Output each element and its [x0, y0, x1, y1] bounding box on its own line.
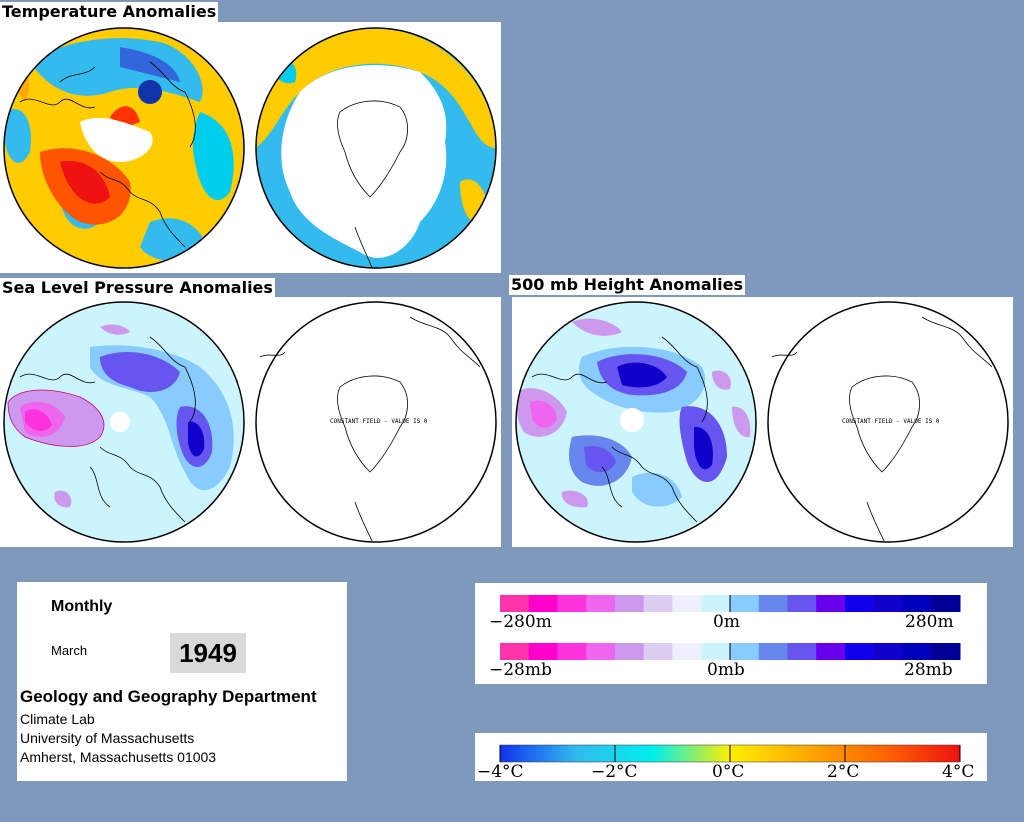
temp-legend-label-5: 4°C [942, 762, 975, 782]
height-color-swatch [845, 595, 875, 612]
temp-legend-label-2: −2°C [591, 762, 638, 782]
height-anomalies-title: 500 mb Height Anomalies [509, 275, 746, 295]
height-color-swatch [931, 595, 961, 612]
university-label: University of Massachusetts [20, 730, 195, 746]
period-label: Monthly [51, 598, 113, 615]
height-south-map [767, 301, 1009, 543]
pressure-color-swatch [586, 643, 616, 660]
pressure-color-swatch [500, 643, 530, 660]
height-color-swatch [787, 595, 817, 612]
pressure-color-swatch [730, 643, 760, 660]
pressure-color-swatch [787, 643, 817, 660]
pressure-color-swatch [557, 643, 587, 660]
height-maps-panel: CONSTANT FIELD - VALUE IS 0 [512, 297, 1013, 547]
temperature-legend-bar [499, 744, 961, 763]
info-box: Monthly March 1949 Geology and Geography… [17, 582, 347, 781]
pressure-color-swatch [902, 643, 932, 660]
pressure-color-swatch [701, 643, 731, 660]
slp-south-map [255, 301, 497, 543]
height-legend-mid: 0m [713, 612, 740, 632]
pressure-color-swatch [615, 643, 645, 660]
pressure-color-swatch [672, 643, 702, 660]
pressure-legend-min: −28mb [489, 660, 552, 680]
pressure-legend-max: 28mb [904, 660, 953, 680]
temperature-maps [3, 27, 497, 269]
height-legend-min: −280m [489, 612, 552, 632]
height-color-swatch [873, 595, 903, 612]
pressure-legend-mid: 0mb [707, 660, 745, 680]
height-color-swatch [672, 595, 702, 612]
month-label: March [51, 643, 88, 658]
height-color-swatch [902, 595, 932, 612]
height-color-swatch [586, 595, 616, 612]
height-pressure-legend-bars [500, 595, 961, 660]
height-color-swatch [758, 595, 788, 612]
slp-anomalies-title: Sea Level Pressure Anomalies [0, 278, 275, 298]
department-label: Geology and Geography Department [20, 687, 317, 706]
height-pressure-legend: −280m 0m 280m −28mb 0mb 28mb [475, 583, 987, 684]
temp-legend-label-3: 0°C [712, 762, 745, 782]
temperature-south-map [256, 28, 496, 268]
height-constant-field-note: CONSTANT FIELD - VALUE IS 0 [842, 418, 940, 425]
slp-maps [3, 301, 497, 543]
height-maps [515, 301, 1009, 543]
height-color-swatch [615, 595, 645, 612]
pressure-color-swatch [643, 643, 673, 660]
height-color-swatch [730, 595, 760, 612]
height-color-swatch [816, 595, 846, 612]
temperature-anomalies-title: Temperature Anomalies [0, 2, 219, 22]
pressure-color-swatch [931, 643, 961, 660]
climate-lab-label: Climate Lab [20, 711, 95, 727]
temperature-maps-panel [0, 22, 501, 273]
slp-north-map [4, 302, 244, 542]
height-north-map [516, 302, 756, 542]
height-color-swatch [557, 595, 587, 612]
slp-maps-panel: CONSTANT FIELD - VALUE IS 0 [0, 297, 501, 547]
temp-legend-label-1: −4°C [477, 762, 524, 782]
temperature-north-map [4, 28, 244, 268]
height-color-swatch [500, 595, 530, 612]
temperature-legend: −4°C −2°C 0°C 2°C 4°C [475, 733, 987, 782]
height-color-swatch [701, 595, 731, 612]
height-legend-max: 280m [905, 612, 954, 632]
address-label: Amherst, Massachusetts 01003 [20, 749, 217, 765]
height-color-swatch [528, 595, 558, 612]
temp-legend-label-4: 2°C [827, 762, 860, 782]
year-label: 1949 [170, 633, 246, 673]
pressure-color-swatch [873, 643, 903, 660]
pressure-color-swatch [528, 643, 558, 660]
pressure-color-swatch [845, 643, 875, 660]
slp-constant-field-note: CONSTANT FIELD - VALUE IS 0 [330, 418, 428, 425]
height-color-swatch [643, 595, 673, 612]
pressure-color-swatch [758, 643, 788, 660]
pressure-color-swatch [816, 643, 846, 660]
